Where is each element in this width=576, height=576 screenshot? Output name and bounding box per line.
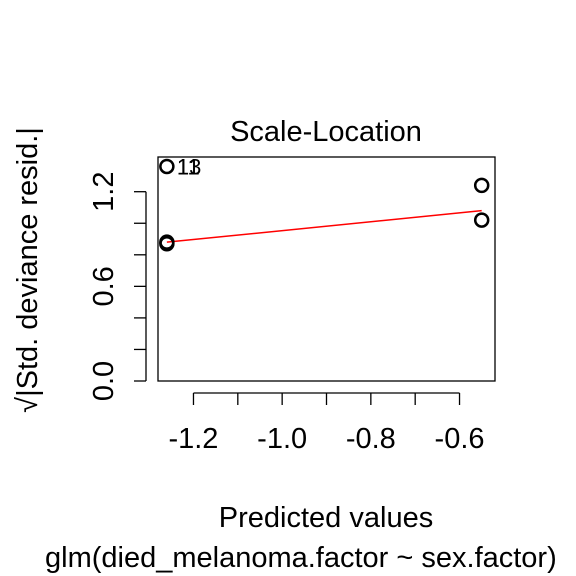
x-axis: -1.2 -1.0 -0.8 -0.6 xyxy=(168,392,485,455)
model-formula: glm(died_melanoma.factor ~ sex.factor) xyxy=(45,542,557,574)
smooth-line-layer xyxy=(166,209,482,243)
y-tick-label: 0.6 xyxy=(88,266,120,306)
data-point xyxy=(473,177,490,194)
x-tick-label: -1.0 xyxy=(257,423,307,455)
points-layer xyxy=(159,158,490,252)
y-tick-label: 1.2 xyxy=(88,172,120,212)
x-axis-label: Predicted values xyxy=(219,502,433,534)
data-point xyxy=(159,158,175,175)
smooth-line xyxy=(166,209,482,243)
y-tick-label: 0.0 xyxy=(88,361,120,401)
y-axis: 0.0 0.6 1.2 xyxy=(88,172,147,401)
point-label: 13 xyxy=(177,154,201,179)
x-tick-label: -0.8 xyxy=(346,423,396,455)
data-point xyxy=(473,212,490,228)
data-point xyxy=(159,234,175,250)
y-axis-label: √|Std. deviance resid.| xyxy=(12,127,44,413)
x-tick-label: -1.2 xyxy=(168,423,218,455)
chart-title: Scale-Location xyxy=(230,116,422,148)
point-label: 11 xyxy=(177,154,200,179)
plot-frame xyxy=(157,156,496,382)
x-tick-label: -0.6 xyxy=(435,423,485,455)
